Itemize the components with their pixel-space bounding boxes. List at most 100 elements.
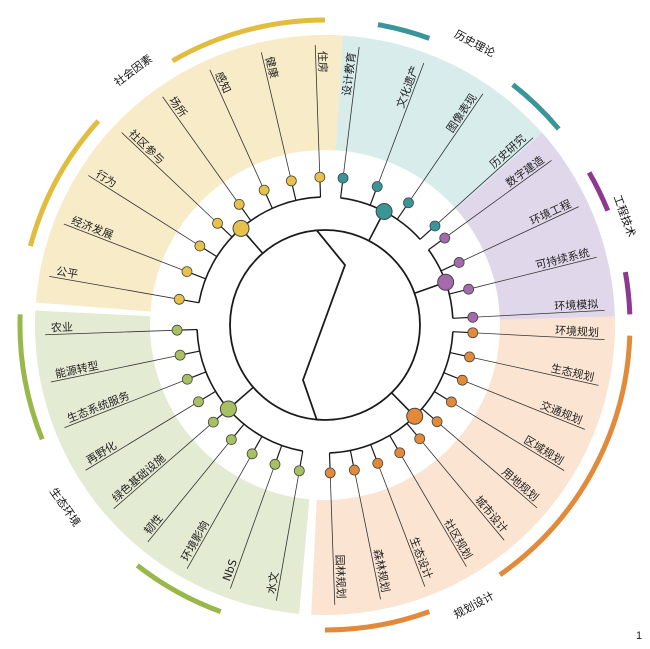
category-sectors <box>34 34 615 615</box>
root-split <box>302 229 347 420</box>
leaf-line <box>63 223 188 272</box>
leaf-line <box>399 452 467 567</box>
leaf-node <box>225 434 237 446</box>
leaf-node <box>446 396 457 408</box>
group-arc-planning-1 <box>324 609 431 633</box>
sector-engineering <box>456 132 615 338</box>
leaf-label: 农业 <box>51 320 73 335</box>
leaf-node <box>285 175 297 187</box>
leaf-node <box>337 172 349 184</box>
group-hub-ecology <box>219 400 237 418</box>
group-arc-engineering-0 <box>586 171 611 212</box>
leaf-node <box>173 293 185 305</box>
leaf-line <box>88 175 201 247</box>
leaf-line <box>469 356 599 386</box>
group-title-history: 历史理论 <box>452 27 497 60</box>
leaf-label: 公平 <box>55 265 79 282</box>
leaf-line <box>434 137 534 227</box>
leaf-node <box>181 266 193 278</box>
tree-nodes <box>171 171 479 479</box>
leaf-node <box>467 327 479 339</box>
leaf-node <box>293 465 305 477</box>
leaf-node <box>269 458 281 470</box>
leaf-node <box>193 396 204 408</box>
leaf-node <box>456 374 468 386</box>
group-title-engineering: 工程技术 <box>611 193 638 239</box>
leaf-node <box>314 171 326 183</box>
leaf-line <box>329 472 336 605</box>
sector-ecology <box>34 310 310 614</box>
leaf-label: 园林规划 <box>333 554 349 598</box>
sector-planning <box>311 316 615 615</box>
leaf-line <box>342 47 360 179</box>
group-ring <box>229 229 421 421</box>
group-hub-history <box>375 202 393 220</box>
leaf-line <box>419 438 505 541</box>
leaf-line <box>64 378 188 428</box>
group-hub-social <box>232 219 250 237</box>
leaf-node <box>233 199 245 210</box>
leaf-line <box>377 463 426 587</box>
leaf-line <box>353 469 381 600</box>
leaf-connector-lines <box>45 45 605 605</box>
leaf-line <box>314 45 321 178</box>
leaf-line <box>260 52 292 181</box>
leaf-line <box>113 421 214 509</box>
leaf-node <box>207 416 219 428</box>
leaf-line <box>209 69 265 191</box>
leaf-node <box>171 324 183 336</box>
leaf-node <box>431 416 443 428</box>
leaf-line <box>85 401 199 471</box>
leaf-line <box>45 329 178 336</box>
leaf-label: 设计教育 <box>339 51 358 96</box>
group-arc-ecology-0 <box>135 563 222 614</box>
leaf-node <box>181 373 193 385</box>
leaf-line <box>444 160 552 239</box>
group-arc-engineering-1 <box>622 271 633 315</box>
group-title-ecology: 生态环境 <box>47 485 84 529</box>
leaf-line <box>275 470 300 601</box>
group-hub-engineering <box>437 273 455 291</box>
center-disk <box>247 247 403 403</box>
leaf-node <box>453 257 465 268</box>
group-title-social: 社会因素 <box>111 51 155 89</box>
leaf-line <box>186 453 253 569</box>
leaf-line <box>49 275 180 300</box>
leaf-line <box>230 464 276 589</box>
leaf-line <box>50 354 181 383</box>
group-arc-social-1 <box>171 17 326 64</box>
leaf-node <box>414 433 426 445</box>
leaf-node <box>429 220 441 232</box>
leaf-label: 水文 <box>264 571 282 595</box>
leaf-line <box>468 256 597 290</box>
leaf-node <box>246 448 258 460</box>
leaf-label: 环境模拟 <box>554 297 599 313</box>
leaf-node <box>439 232 451 244</box>
leaf-node <box>463 283 475 295</box>
group-arc-history-1 <box>511 82 561 131</box>
leaf-line <box>121 132 218 224</box>
group-arc-social-0 <box>27 119 101 247</box>
leaf-node <box>467 311 479 323</box>
leaf-node <box>403 197 414 209</box>
leaf-label: 健康 <box>263 55 282 80</box>
leaf-node <box>348 464 360 476</box>
leaf-node <box>394 447 406 459</box>
leaf-node <box>464 351 475 363</box>
leaf-node <box>174 349 186 361</box>
leaf-line <box>436 421 538 509</box>
leaf-line <box>376 62 425 187</box>
category-arcs <box>17 17 633 633</box>
leaf-node <box>212 217 223 229</box>
leaf-line <box>162 96 240 205</box>
leaf-node <box>371 181 383 192</box>
leaf-line <box>472 309 605 318</box>
leaf-label: 环境规划 <box>555 323 600 339</box>
group-title-planning: 规划设计 <box>451 588 496 621</box>
leaf-line <box>472 332 605 341</box>
leaf-line <box>147 439 232 543</box>
group-arc-history-0 <box>377 22 431 41</box>
leaf-line <box>408 93 484 204</box>
leaf-node <box>258 184 270 196</box>
